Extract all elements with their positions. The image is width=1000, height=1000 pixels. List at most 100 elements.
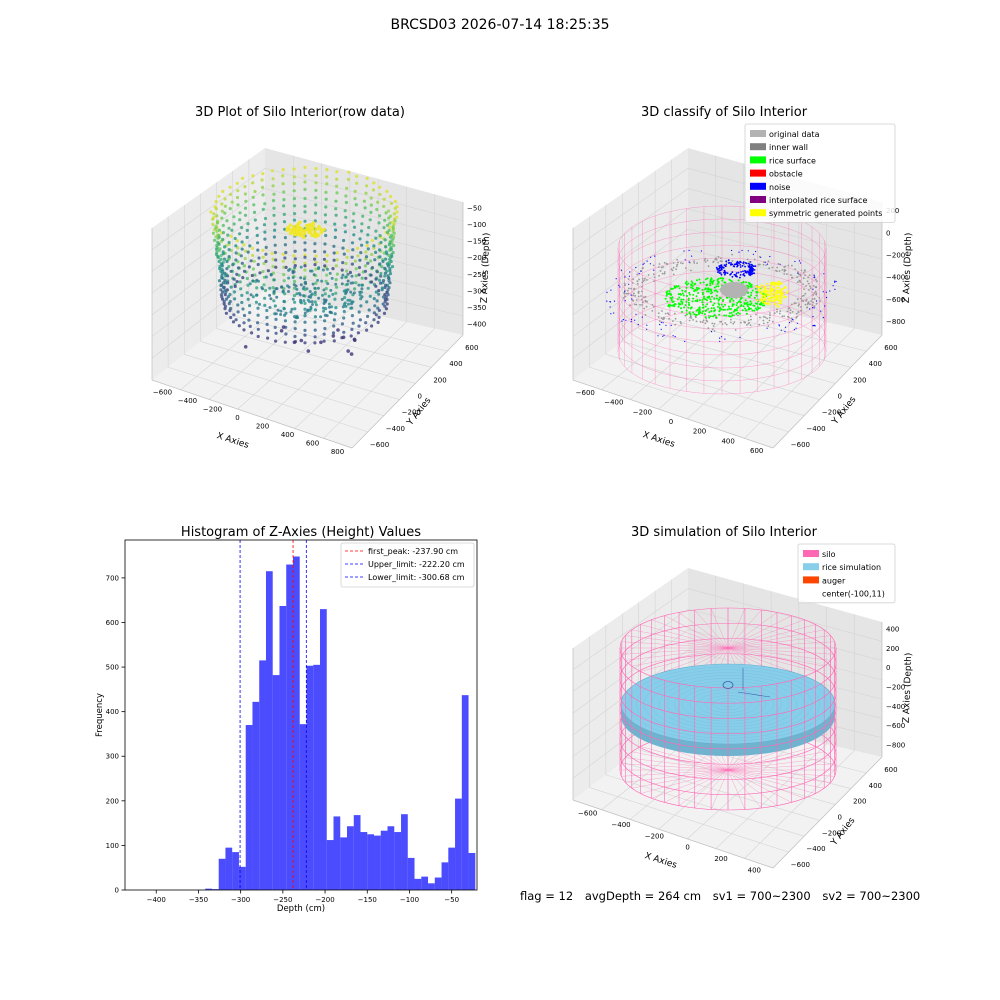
data-point [776, 295, 779, 298]
grid-line [264, 228, 464, 279]
data-point [256, 327, 260, 331]
data-point [803, 288, 805, 290]
data-point [226, 281, 230, 285]
data-point [346, 349, 351, 353]
z-tick-label: −800 [886, 318, 905, 326]
data-point [354, 203, 358, 207]
data-point [244, 249, 248, 253]
data-point [722, 308, 725, 311]
data-point [685, 283, 688, 286]
z-axis-label-raw: Z Axies (Depth) [480, 233, 492, 304]
data-point [701, 299, 704, 301]
data-point [231, 263, 235, 267]
z-tick-label: −350 [467, 304, 486, 312]
data-point [353, 259, 357, 263]
data-point [671, 301, 674, 303]
data-point [223, 245, 227, 249]
data-point [772, 296, 775, 299]
data-point [663, 334, 665, 336]
data-point [340, 276, 344, 280]
data-point [773, 287, 775, 290]
data-point [289, 310, 293, 314]
data-point [383, 304, 387, 308]
silo-spoke [631, 629, 729, 649]
data-point [641, 304, 643, 306]
data-point [742, 273, 745, 276]
data-point [676, 285, 678, 288]
data-point [376, 200, 380, 204]
data-point [629, 304, 631, 307]
y-tick-label: 600 [884, 766, 897, 774]
data-point [382, 311, 387, 315]
data-point [630, 321, 632, 323]
grid-line [264, 188, 464, 241]
data-point [303, 230, 307, 235]
x-tick-label: −200 [633, 408, 652, 416]
data-point [246, 222, 250, 226]
data-point [735, 274, 737, 276]
data-point [216, 254, 220, 259]
data-point [218, 267, 222, 271]
data-point [314, 196, 318, 200]
silo-spoke [694, 609, 729, 649]
z-tick-label: −200 [467, 254, 486, 262]
data-point [606, 300, 608, 302]
data-point [796, 298, 799, 301]
flag-value: flag = 12 [520, 889, 574, 903]
data-point [763, 290, 766, 293]
silo-spoke [727, 751, 825, 771]
data-point [730, 262, 732, 264]
data-point [223, 307, 227, 311]
data-point [747, 265, 750, 268]
data-point [796, 276, 798, 278]
data-point [265, 322, 269, 326]
data-point [657, 266, 660, 268]
data-point [245, 291, 249, 295]
data-point [761, 296, 764, 298]
data-point [387, 276, 391, 280]
data-point [227, 302, 231, 306]
data-point [770, 283, 773, 286]
data-point [701, 301, 704, 304]
data-point [777, 286, 780, 289]
histogram-bar [333, 816, 341, 890]
data-point [240, 226, 244, 230]
data-point [369, 259, 373, 263]
data-point [389, 259, 393, 264]
grid-line [216, 328, 416, 384]
data-point [676, 263, 679, 266]
data-point [281, 252, 285, 256]
grid-line [572, 188, 689, 272]
data-point [306, 308, 310, 312]
data-point [715, 258, 718, 261]
data-point [710, 310, 713, 313]
data-point [225, 219, 229, 223]
x-tick-label: −400 [147, 896, 166, 904]
data-point [314, 203, 318, 207]
histogram-bar [211, 889, 219, 890]
data-point [325, 253, 329, 257]
data-point [694, 282, 697, 285]
data-point [316, 278, 320, 282]
data-point [217, 242, 221, 246]
data-point [753, 258, 756, 261]
histogram-bar [347, 826, 354, 890]
data-point [781, 292, 784, 295]
data-point [382, 204, 386, 208]
data-point [282, 273, 286, 277]
data-point [296, 316, 300, 320]
data-point [366, 233, 370, 237]
data-point [779, 289, 782, 292]
silo-spoke [631, 769, 729, 789]
grid-line [168, 366, 368, 433]
data-point [775, 286, 778, 289]
data-point [683, 250, 685, 252]
data-point [628, 283, 630, 285]
data-point [652, 305, 655, 308]
data-point [674, 303, 677, 306]
z-tick-label: −600 [886, 296, 905, 304]
data-point [332, 318, 336, 322]
data-point [370, 266, 375, 270]
data-point [684, 259, 686, 261]
data-point [332, 339, 336, 343]
